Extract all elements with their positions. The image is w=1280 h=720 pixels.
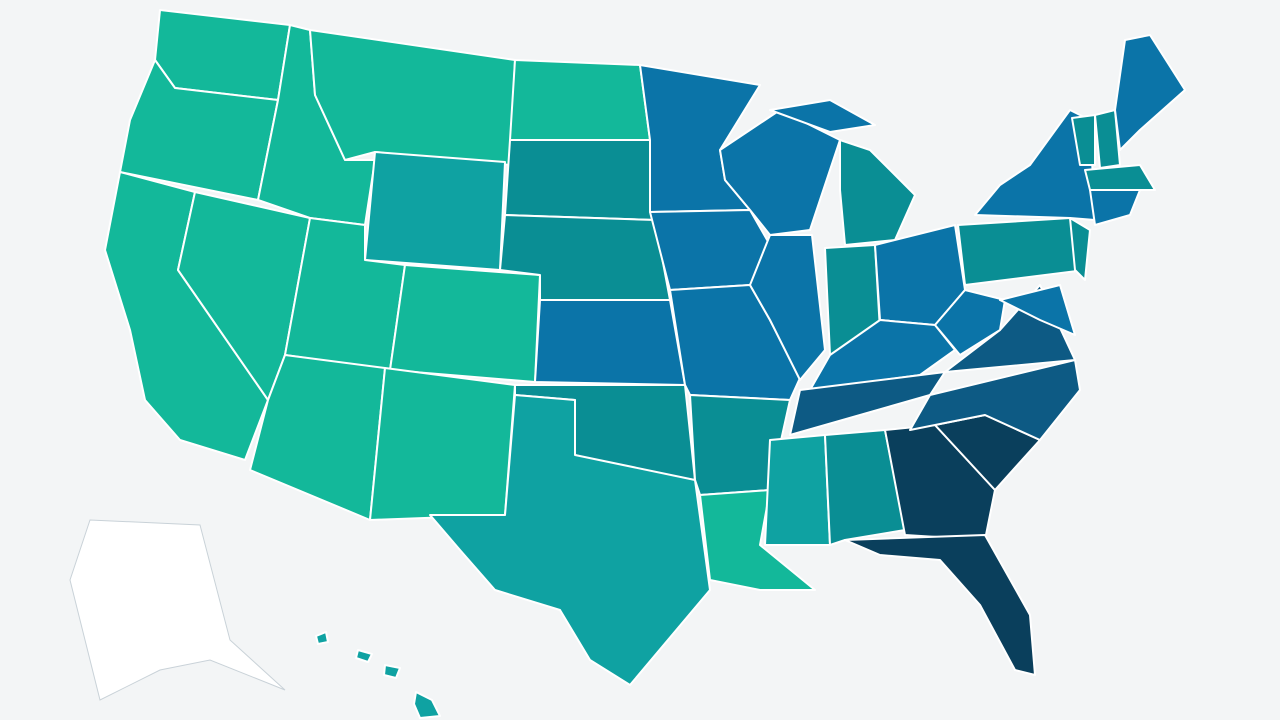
north-carolina xyxy=(909,359,1081,441)
wyoming xyxy=(364,151,506,271)
hawaii-4 xyxy=(413,691,441,719)
new-hampshire xyxy=(1094,109,1121,169)
texas xyxy=(429,394,711,686)
kansas xyxy=(534,299,686,386)
maryland-delaware xyxy=(999,284,1076,336)
illinois xyxy=(749,234,826,381)
hawaii-3 xyxy=(383,664,401,679)
mississippi xyxy=(764,434,831,546)
south-dakota xyxy=(504,139,656,221)
hawaii-2 xyxy=(355,649,373,663)
florida xyxy=(844,534,1036,676)
north-dakota xyxy=(509,59,651,141)
michigan-upper xyxy=(769,99,876,133)
massachusetts xyxy=(1084,164,1156,191)
maine xyxy=(1114,34,1186,151)
washington xyxy=(154,9,291,101)
hawaii-1 xyxy=(315,631,329,645)
alaska xyxy=(69,519,286,701)
new-mexico xyxy=(369,367,516,521)
west-virginia xyxy=(934,289,1006,356)
states xyxy=(104,9,1186,719)
new-york xyxy=(974,109,1096,221)
new-jersey xyxy=(1069,217,1091,281)
colorado xyxy=(389,264,541,383)
alabama xyxy=(824,429,906,546)
vermont xyxy=(1071,114,1096,166)
arizona xyxy=(249,354,386,521)
connecticut-rhode-island xyxy=(1089,189,1141,226)
